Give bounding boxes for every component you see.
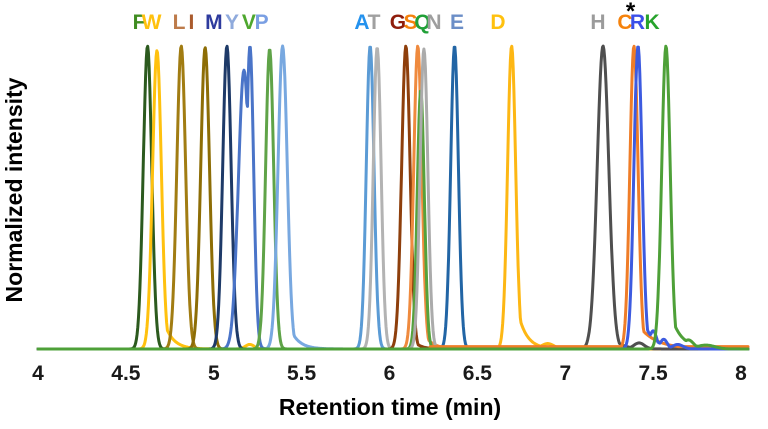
peak-label-D: D [490, 11, 505, 34]
peak-label-E: E [450, 11, 464, 34]
x-tick-6: 6 [384, 362, 396, 385]
peak-label-W: W [142, 11, 162, 34]
peak-label-P: P [255, 11, 269, 34]
peak-label-V: V [242, 11, 256, 34]
peak-label-Y: Y [225, 11, 239, 34]
x-tick-4.5: 4.5 [111, 362, 141, 385]
peak-label-G: G [390, 11, 406, 34]
x-tick-7.5: 7.5 [638, 362, 668, 385]
x-tick-7: 7 [559, 362, 571, 385]
x-tick-4: 4 [32, 362, 44, 385]
peak-label-R: R [630, 11, 645, 34]
peak-label-H: H [590, 11, 605, 34]
peak-label-K: K [645, 11, 660, 34]
x-tick-5.5: 5.5 [287, 362, 317, 385]
peak-label-C: C [617, 11, 632, 34]
annotation-asterisk: * [626, 0, 636, 25]
y-axis-label: Normalized intensity [1, 77, 27, 302]
peak-label-N: N [426, 11, 441, 34]
x-axis-label: Retention time (min) [279, 394, 501, 420]
x-tick-5: 5 [208, 362, 220, 385]
peak-label-A: A [354, 11, 369, 34]
trace-K [36, 44, 750, 351]
peak-label-T: T [368, 11, 381, 34]
peak-label-M: M [205, 11, 223, 34]
peak-label-L: L [173, 11, 186, 34]
peak-label-F: F [133, 11, 146, 34]
x-tick-8: 8 [735, 362, 747, 385]
peak-label-S: S [404, 11, 418, 34]
peak-label-I: I [188, 11, 194, 34]
traces [36, 44, 750, 351]
x-axis-ticks: 4 4.5 5 5.5 6 6.5 7 7.5 8 [32, 362, 747, 385]
peak-label-Q: Q [414, 11, 430, 34]
x-tick-6.5: 6.5 [463, 362, 493, 385]
